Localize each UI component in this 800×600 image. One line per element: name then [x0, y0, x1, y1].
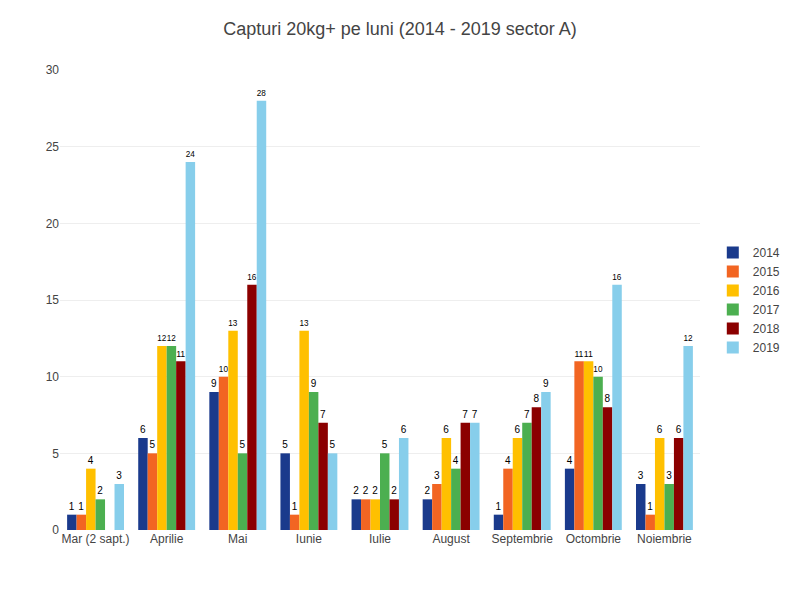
- svg-text:1: 1: [496, 501, 502, 512]
- svg-text:5: 5: [382, 439, 388, 450]
- svg-text:6: 6: [443, 424, 449, 435]
- svg-text:11: 11: [574, 349, 583, 359]
- svg-text:2018: 2018: [753, 322, 780, 336]
- svg-text:2016: 2016: [753, 284, 780, 298]
- svg-text:10: 10: [46, 370, 60, 384]
- svg-text:5: 5: [282, 439, 288, 450]
- svg-text:2: 2: [424, 485, 430, 496]
- svg-text:11: 11: [176, 349, 185, 359]
- svg-text:12: 12: [683, 334, 693, 343]
- svg-text:6: 6: [657, 424, 663, 435]
- svg-text:1: 1: [647, 501, 653, 512]
- svg-text:4: 4: [88, 455, 94, 466]
- svg-text:15: 15: [46, 293, 60, 307]
- svg-text:2017: 2017: [753, 303, 780, 317]
- svg-text:2: 2: [372, 485, 378, 496]
- svg-text:1: 1: [292, 501, 298, 512]
- svg-text:4: 4: [505, 455, 511, 466]
- svg-text:2: 2: [97, 485, 103, 496]
- svg-text:Capturi 20kg+ pe luni (2014 -: Capturi 20kg+ pe luni (2014 - 2019 secto…: [223, 19, 577, 39]
- svg-text:Noiembrie: Noiembrie: [637, 532, 692, 546]
- svg-text:3: 3: [116, 470, 122, 481]
- svg-text:9: 9: [211, 378, 217, 389]
- svg-text:2: 2: [353, 485, 359, 496]
- svg-text:3: 3: [666, 470, 672, 481]
- svg-text:Iunie: Iunie: [296, 532, 322, 546]
- svg-text:6: 6: [140, 424, 146, 435]
- svg-text:10: 10: [593, 365, 603, 374]
- svg-text:Mai: Mai: [228, 532, 247, 546]
- svg-text:9: 9: [311, 378, 317, 389]
- svg-text:1: 1: [78, 501, 84, 512]
- svg-text:2019: 2019: [753, 341, 780, 355]
- svg-text:2: 2: [391, 485, 397, 496]
- svg-text:6: 6: [514, 424, 520, 435]
- svg-text:20: 20: [46, 217, 60, 231]
- svg-text:5: 5: [149, 439, 155, 450]
- svg-text:9: 9: [543, 378, 549, 389]
- svg-text:2: 2: [363, 485, 369, 496]
- svg-text:13: 13: [299, 319, 309, 328]
- svg-text:30: 30: [46, 63, 60, 77]
- svg-text:4: 4: [567, 455, 573, 466]
- svg-text:13: 13: [228, 319, 238, 328]
- svg-text:Mar (2 sapt.): Mar (2 sapt.): [62, 532, 130, 546]
- svg-text:4: 4: [453, 455, 459, 466]
- svg-text:6: 6: [676, 424, 682, 435]
- svg-text:12: 12: [157, 334, 167, 343]
- svg-text:7: 7: [462, 409, 468, 420]
- svg-text:16: 16: [247, 273, 257, 282]
- svg-text:2014: 2014: [753, 246, 780, 260]
- svg-text:Octombrie: Octombrie: [566, 532, 622, 546]
- svg-text:8: 8: [533, 393, 539, 404]
- svg-text:28: 28: [257, 89, 267, 98]
- svg-text:6: 6: [401, 424, 407, 435]
- svg-text:7: 7: [472, 409, 478, 420]
- svg-text:12: 12: [167, 334, 177, 343]
- svg-text:24: 24: [186, 150, 196, 159]
- svg-text:5: 5: [240, 439, 246, 450]
- svg-text:3: 3: [638, 470, 644, 481]
- svg-text:1: 1: [69, 501, 75, 512]
- svg-text:Aprilie: Aprilie: [150, 532, 184, 546]
- svg-text:0: 0: [52, 523, 59, 537]
- svg-text:8: 8: [605, 393, 611, 404]
- svg-text:2015: 2015: [753, 265, 780, 279]
- svg-text:Septembrie: Septembrie: [492, 532, 554, 546]
- svg-text:August: August: [432, 532, 470, 546]
- svg-text:5: 5: [330, 439, 336, 450]
- svg-text:7: 7: [524, 409, 530, 420]
- svg-text:16: 16: [612, 273, 622, 282]
- svg-text:25: 25: [46, 140, 60, 154]
- svg-text:7: 7: [320, 409, 326, 420]
- svg-text:10: 10: [219, 365, 229, 374]
- svg-text:5: 5: [52, 447, 59, 461]
- svg-text:11: 11: [584, 349, 593, 359]
- svg-text:3: 3: [434, 470, 440, 481]
- svg-text:Iulie: Iulie: [369, 532, 391, 546]
